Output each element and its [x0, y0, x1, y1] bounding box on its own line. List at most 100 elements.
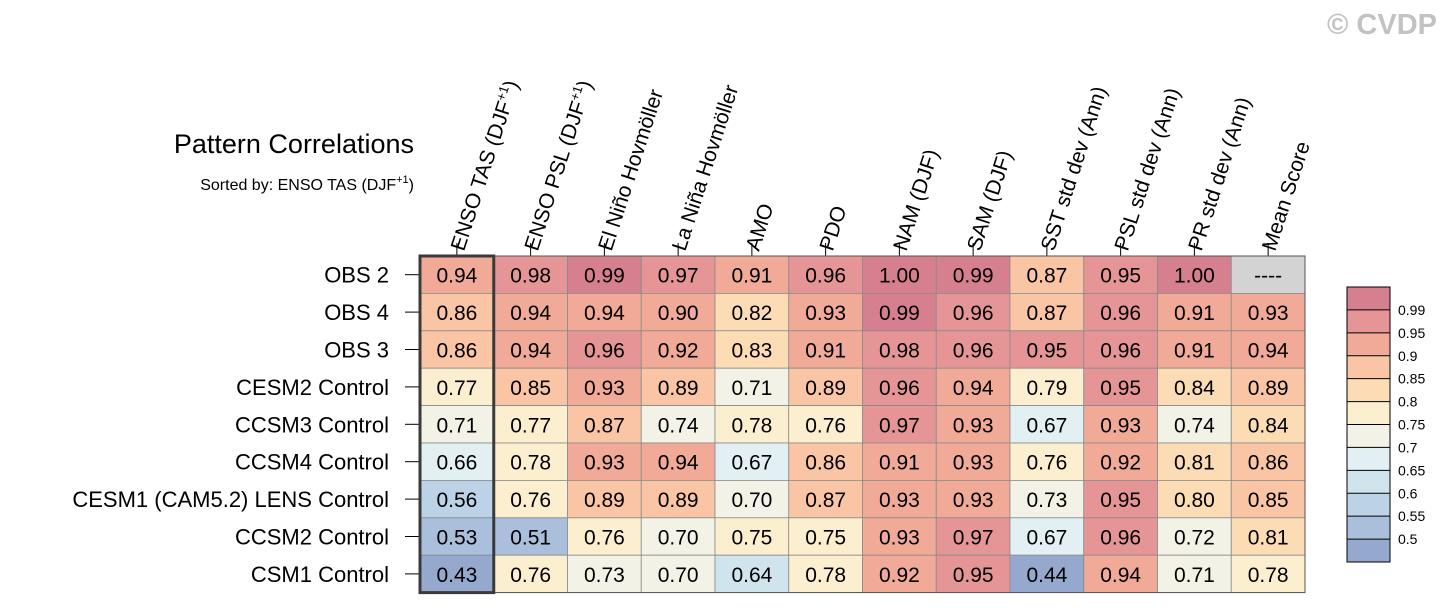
colorbar-label: 0.7 — [1398, 439, 1418, 455]
cell-value: 0.87 — [805, 489, 846, 512]
heatmap-cell — [1157, 367, 1232, 407]
cell-value: 0.89 — [658, 377, 699, 400]
row-label: CSM1 Control — [251, 562, 389, 587]
heatmap-cell — [1083, 517, 1158, 556]
heatmap-cell — [640, 479, 716, 519]
heatmap-cell — [788, 255, 863, 294]
cell-value: 0.76 — [510, 564, 551, 587]
cell-value: 0.87 — [1026, 265, 1067, 288]
cell-value: 0.87 — [584, 414, 625, 437]
heatmap-cell — [1009, 330, 1085, 369]
cell-value: 0.89 — [658, 489, 699, 512]
cell-value: 0.78 — [731, 414, 772, 437]
row-label: OBS 3 — [324, 338, 389, 363]
cell-value: 0.81 — [1248, 527, 1289, 550]
column-label-text: AMO — [742, 201, 779, 254]
cell-value: 0.71 — [1174, 564, 1215, 587]
colorbar-swatch — [1347, 447, 1390, 471]
heatmap-cell — [640, 292, 716, 332]
heatmap-cell — [1009, 554, 1085, 594]
heatmap-cell — [1157, 405, 1232, 444]
subtitle-suffix: ) — [409, 177, 414, 194]
cell-value: 1.00 — [1174, 265, 1215, 288]
row-label: OBS 4 — [324, 300, 389, 325]
heatmap-cell — [714, 442, 790, 481]
heatmap-cell — [1230, 330, 1306, 369]
cell-value: 0.86 — [1248, 452, 1289, 475]
heatmap-cell — [714, 405, 790, 444]
column-label-superscript: +1 — [493, 84, 512, 103]
colorbar-swatch — [1347, 355, 1390, 379]
heatmap-cell — [493, 367, 568, 407]
colorbar-swatch — [1347, 401, 1390, 425]
cell-value: 0.94 — [953, 377, 994, 400]
cell-value: 0.71 — [436, 414, 477, 437]
heatmap-cell — [419, 442, 495, 481]
heatmap-cell — [714, 255, 790, 294]
cell-value: 0.74 — [658, 414, 699, 437]
cell-value: 0.94 — [510, 340, 551, 363]
cell-value: 0.85 — [1248, 489, 1289, 512]
colorbar-label: 0.75 — [1398, 417, 1425, 433]
cell-value: 0.93 — [584, 452, 625, 475]
cell-value: 0.93 — [953, 452, 994, 475]
cell-value: 0.78 — [805, 564, 846, 587]
colorbar-swatch — [1347, 287, 1390, 310]
watermark: © CVDP — [1327, 9, 1437, 41]
cell-value: 0.74 — [1174, 414, 1215, 437]
cell-value: 0.90 — [658, 302, 699, 325]
cell-value: 0.84 — [1248, 414, 1289, 437]
column-label: PDO — [816, 203, 852, 253]
cell-value: 0.73 — [584, 564, 625, 587]
heatmap-cell — [1083, 405, 1158, 444]
cell-value: 0.76 — [805, 414, 846, 437]
column-label-text: PDO — [816, 203, 852, 253]
cell-value: 0.85 — [510, 377, 551, 400]
column-label: NAM (DJF) — [889, 147, 943, 254]
heatmap-cell — [1230, 255, 1306, 294]
cell-value: 0.94 — [584, 302, 625, 325]
cell-value: 0.75 — [805, 527, 846, 550]
cell-value: 0.89 — [584, 489, 625, 512]
heatmap-cell — [640, 405, 716, 444]
heatmap-cell — [640, 330, 716, 369]
heatmap-cell — [1009, 292, 1085, 332]
colorbar-label: 0.95 — [1398, 325, 1425, 341]
colorbar-swatch — [1347, 378, 1390, 402]
colorbar-label: 0.6 — [1398, 485, 1418, 501]
heatmap-cell — [493, 479, 568, 519]
heatmap-cell — [935, 517, 1011, 556]
heatmap-cell — [935, 330, 1011, 369]
heatmap-cell — [419, 255, 495, 294]
colorbar-swatch — [1347, 516, 1390, 540]
cell-value: 0.96 — [1100, 340, 1141, 363]
cell-value: 0.89 — [1248, 377, 1289, 400]
heatmap-cell — [493, 405, 568, 444]
cell-value: 0.91 — [731, 265, 772, 288]
heatmap-cell — [1009, 405, 1085, 444]
cell-value: 0.98 — [879, 340, 920, 363]
cell-value: 0.97 — [658, 265, 699, 288]
heatmap-cell — [714, 517, 790, 556]
heatmap-cell — [1157, 442, 1232, 481]
row-label: CCSM3 Control — [235, 412, 389, 437]
cell-value: 0.77 — [510, 414, 551, 437]
cell-value: 0.93 — [953, 489, 994, 512]
colorbar-swatch — [1347, 332, 1390, 356]
column-label-text: NAM (DJF) — [889, 147, 943, 254]
cell-value: 0.99 — [953, 265, 994, 288]
cell-value: 0.97 — [953, 527, 994, 550]
column-label: El Niño Hovmöller — [594, 87, 668, 254]
colorbar-label: 0.5 — [1398, 531, 1418, 547]
cell-value: 0.72 — [1174, 527, 1215, 550]
column-label: PR std dev (Ann) — [1184, 94, 1255, 253]
cell-value: 0.84 — [1174, 377, 1215, 400]
heatmap-cell — [788, 292, 863, 332]
row-label: CESM2 Control — [236, 375, 389, 400]
column-labels: ENSO TAS (DJF+1)ENSO PSL (DJF+1)El Niño … — [447, 78, 1315, 254]
cell-value: 0.97 — [879, 414, 920, 437]
cell-value: 0.92 — [658, 340, 699, 363]
column-label: La Niña Hovmöller — [668, 82, 743, 253]
heatmap-cell — [788, 554, 863, 594]
cell-value: 0.66 — [436, 452, 477, 475]
